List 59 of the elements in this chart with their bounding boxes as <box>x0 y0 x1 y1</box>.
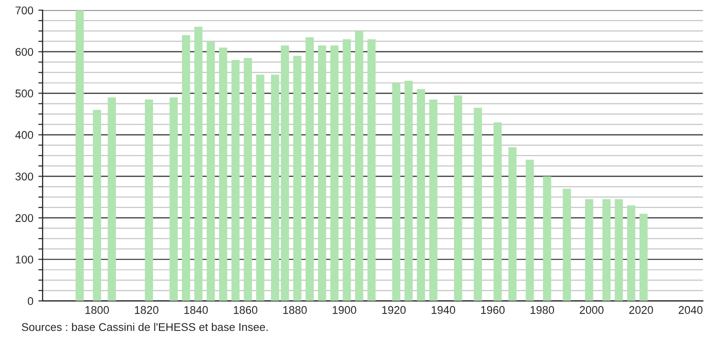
bar <box>194 26 202 301</box>
bar <box>526 160 534 301</box>
source-note: Sources : base Cassini de l'EHESS et base Insee. <box>22 322 268 332</box>
x-tick-label: 1880 <box>283 306 307 314</box>
x-tick-label: 1920 <box>382 306 406 314</box>
bar <box>92 110 102 301</box>
y-tick-label: 600 <box>16 48 34 56</box>
bar <box>231 60 240 301</box>
bar <box>330 46 338 301</box>
x-tick-label: 1940 <box>432 306 456 314</box>
x-tick-label: 2020 <box>629 306 653 314</box>
bar <box>355 30 364 301</box>
x-tick-label: 1820 <box>134 306 158 314</box>
y-tick-label: 0 <box>28 297 34 306</box>
y-tick-label: 300 <box>15 172 34 180</box>
y-tick-label: 100 <box>16 256 34 264</box>
bar <box>474 108 482 301</box>
bar <box>585 199 594 301</box>
bar <box>562 188 571 301</box>
bar <box>108 97 116 301</box>
x-tick-label: 2040 <box>678 306 702 314</box>
bar <box>219 48 228 301</box>
x-tick-label: 2000 <box>580 306 604 314</box>
x-tick-label: 1840 <box>184 306 208 314</box>
y-tick-label: 700 <box>16 6 34 14</box>
x-tick-label: 1960 <box>481 306 505 314</box>
bar <box>318 46 326 301</box>
bar <box>404 80 413 301</box>
bar <box>270 74 280 301</box>
bar <box>494 122 502 301</box>
bar <box>429 99 438 301</box>
bar <box>342 39 351 301</box>
bar <box>144 99 154 301</box>
bar <box>280 46 290 301</box>
x-tick-label: 1980 <box>530 306 554 314</box>
bar <box>293 56 302 301</box>
x-tick-label: 1800 <box>85 306 109 314</box>
y-tick-label: 400 <box>15 131 34 139</box>
bar <box>367 39 376 301</box>
bar <box>508 147 517 301</box>
bar <box>76 10 84 301</box>
bar <box>206 41 215 301</box>
bar <box>306 37 314 301</box>
y-tick-label: 200 <box>16 214 34 222</box>
bar <box>627 205 636 301</box>
bar <box>602 199 611 301</box>
bar <box>614 199 623 301</box>
bar <box>454 95 462 301</box>
x-tick-label: 1900 <box>332 306 356 314</box>
bar <box>170 97 178 301</box>
bar <box>392 82 400 301</box>
bar <box>244 58 252 301</box>
bar <box>639 214 648 301</box>
bar <box>256 74 264 301</box>
bar <box>543 176 552 301</box>
y-tick-label: 500 <box>15 90 34 98</box>
x-tick-label: 1860 <box>234 306 258 314</box>
bar <box>416 89 426 301</box>
bar <box>182 35 190 301</box>
